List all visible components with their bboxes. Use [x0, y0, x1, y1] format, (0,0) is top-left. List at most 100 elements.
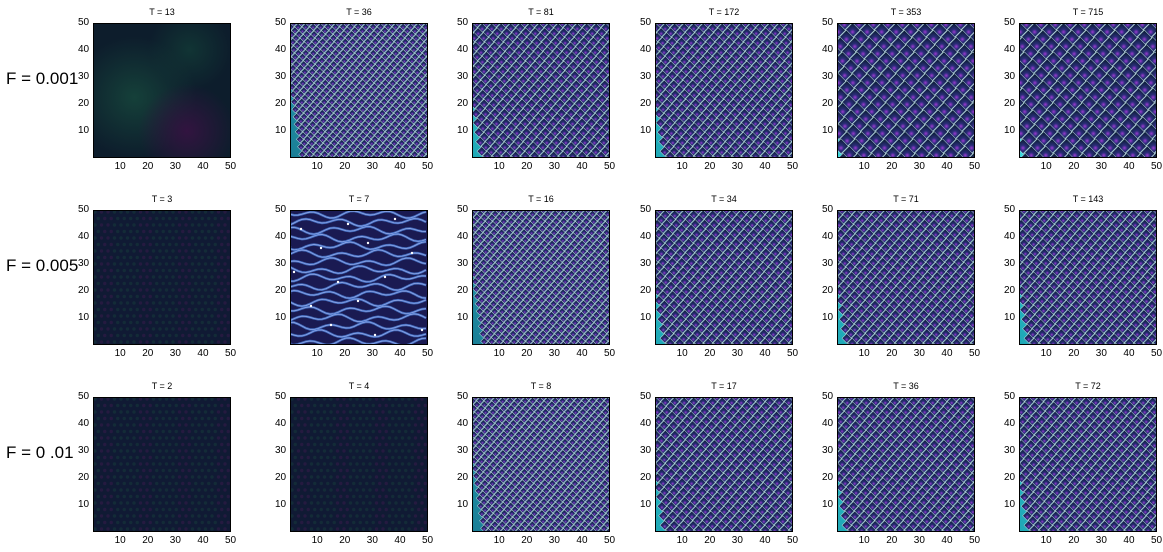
y-tick-label: 40 — [822, 231, 834, 242]
x-tick-label: 30 — [731, 348, 743, 359]
y-tick-label: 50 — [78, 17, 90, 28]
heatmap-panel — [655, 210, 793, 345]
y-tick-label: 20 — [457, 285, 469, 296]
y-tick-label: 50 — [822, 17, 834, 28]
panel-title: T = 16 — [528, 194, 554, 204]
heatmap-panel — [472, 23, 610, 158]
heatmap-panel — [290, 397, 428, 532]
x-tick-label: 20 — [886, 348, 898, 359]
row-label: F = 0.001 — [6, 68, 79, 88]
heatmap-panel — [1019, 23, 1157, 158]
x-tick-label: 50 — [225, 535, 237, 546]
y-tick-label: 30 — [275, 258, 287, 269]
y-tick-label: 20 — [822, 285, 834, 296]
row-label: F = 0.005 — [6, 255, 79, 275]
x-tick-label: 40 — [759, 161, 771, 172]
y-tick-label: 20 — [78, 285, 90, 296]
y-tick-label: 40 — [1004, 44, 1016, 55]
y-tick-label: 10 — [1004, 499, 1016, 510]
x-tick-label: 40 — [576, 535, 588, 546]
heatmap-image — [472, 23, 610, 158]
y-tick-label: 30 — [457, 71, 469, 82]
y-tick-label: 50 — [822, 204, 834, 215]
x-tick-label: 50 — [969, 535, 981, 546]
heatmap-image — [655, 23, 793, 158]
y-tick-label: 20 — [78, 472, 90, 483]
heatmap-panel — [290, 23, 428, 158]
y-tick-label: 50 — [457, 391, 469, 402]
panel-title: T = 2 — [151, 381, 173, 391]
y-tick-label: 10 — [822, 499, 834, 510]
y-tick-label: 10 — [275, 312, 287, 323]
y-tick-label: 30 — [78, 445, 90, 456]
x-tick-label: 30 — [1095, 535, 1107, 546]
x-tick-label: 40 — [941, 535, 953, 546]
y-tick-label: 40 — [640, 418, 652, 429]
x-tick-label: 20 — [704, 348, 716, 359]
x-tick-label: 10 — [676, 348, 688, 359]
x-tick-label: 40 — [1123, 161, 1135, 172]
heatmap-image — [472, 397, 610, 532]
y-tick-label: 20 — [640, 472, 652, 483]
y-tick-label: 50 — [457, 204, 469, 215]
y-tick-label: 40 — [1004, 231, 1016, 242]
heatmap-panel — [93, 210, 231, 345]
heatmap-image — [655, 210, 793, 345]
y-tick-label: 20 — [1004, 472, 1016, 483]
x-tick-label: 50 — [787, 535, 799, 546]
x-tick-label: 10 — [493, 348, 505, 359]
x-tick-label: 10 — [311, 348, 323, 359]
x-tick-label: 30 — [366, 348, 378, 359]
y-tick-label: 40 — [822, 418, 834, 429]
x-tick-label: 20 — [339, 348, 351, 359]
y-tick-label: 50 — [1004, 17, 1016, 28]
y-tick-label: 30 — [78, 71, 90, 82]
x-tick-label: 10 — [493, 161, 505, 172]
heatmap-image — [655, 397, 793, 532]
y-tick-label: 50 — [275, 204, 287, 215]
y-tick-label: 50 — [1004, 204, 1016, 215]
heatmap-panel — [837, 397, 975, 532]
x-tick-label: 40 — [759, 348, 771, 359]
x-tick-label: 50 — [969, 161, 981, 172]
y-tick-label: 10 — [275, 125, 287, 136]
heatmap-image — [93, 397, 231, 532]
y-tick-label: 20 — [822, 472, 834, 483]
heatmap-panel — [472, 210, 610, 345]
y-tick-label: 30 — [275, 445, 287, 456]
y-tick-label: 50 — [1004, 391, 1016, 402]
x-tick-label: 50 — [1151, 348, 1163, 359]
y-tick-label: 30 — [822, 258, 834, 269]
panel-title: T = 172 — [708, 7, 740, 17]
x-tick-label: 10 — [676, 161, 688, 172]
y-tick-label: 30 — [640, 71, 652, 82]
panel-title: T = 34 — [711, 194, 737, 204]
x-tick-label: 10 — [114, 535, 126, 546]
y-tick-label: 20 — [640, 285, 652, 296]
y-tick-label: 40 — [275, 231, 287, 242]
x-tick-label: 40 — [197, 161, 209, 172]
y-tick-label: 10 — [1004, 312, 1016, 323]
y-tick-label: 10 — [457, 499, 469, 510]
panel-title: T = 36 — [893, 381, 919, 391]
x-tick-label: 50 — [787, 348, 799, 359]
x-tick-label: 20 — [1068, 535, 1080, 546]
y-tick-label: 40 — [457, 418, 469, 429]
x-tick-label: 40 — [941, 161, 953, 172]
x-tick-label: 10 — [676, 535, 688, 546]
x-tick-label: 40 — [394, 161, 406, 172]
y-tick-label: 40 — [78, 231, 90, 242]
heatmap-panel — [290, 210, 428, 345]
y-tick-label: 40 — [78, 418, 90, 429]
y-tick-label: 40 — [822, 44, 834, 55]
y-tick-label: 30 — [78, 258, 90, 269]
x-tick-label: 20 — [521, 161, 533, 172]
panel-title: T = 36 — [346, 7, 372, 17]
x-tick-label: 30 — [548, 535, 560, 546]
x-tick-label: 50 — [225, 348, 237, 359]
y-tick-label: 30 — [822, 445, 834, 456]
x-tick-label: 40 — [759, 535, 771, 546]
heatmap-image — [290, 210, 428, 345]
x-tick-label: 20 — [339, 161, 351, 172]
row-label: F = 0 .01 — [6, 442, 74, 462]
